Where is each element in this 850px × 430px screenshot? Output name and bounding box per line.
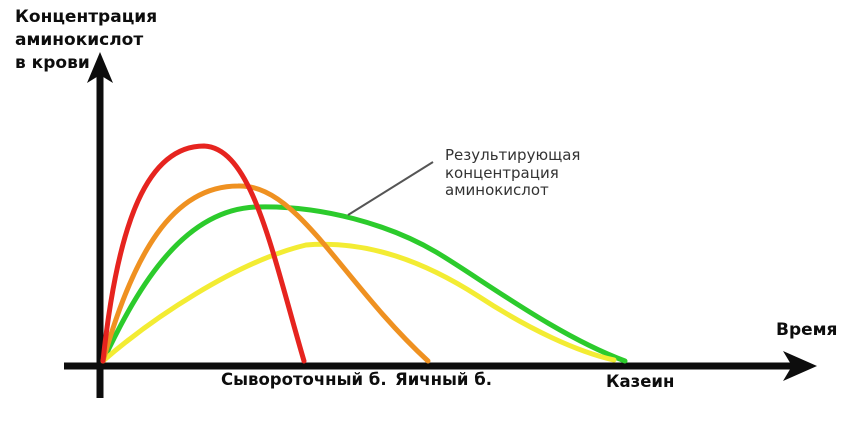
annotation-pointer-line [347,161,434,216]
annotation-resulting-concentration: Результирующая концентрация аминокислот [445,146,581,199]
curve-resulting-concentration [100,204,628,364]
y-axis-arrow-icon [87,52,113,83]
x-marker-whey-protein: Сывороточный б. [221,370,387,389]
x-marker-egg-protein: Яичный б. [395,370,493,389]
x-marker-casein: Казеин [606,372,675,391]
x-axis-label: Время [776,320,838,340]
curve-casein [100,241,617,364]
y-axis-label: Концентрация аминокислот в крови [15,7,158,73]
curve-whey-protein [100,143,307,364]
curve-egg-protein [100,183,431,364]
x-axis-arrow-icon [783,351,817,381]
